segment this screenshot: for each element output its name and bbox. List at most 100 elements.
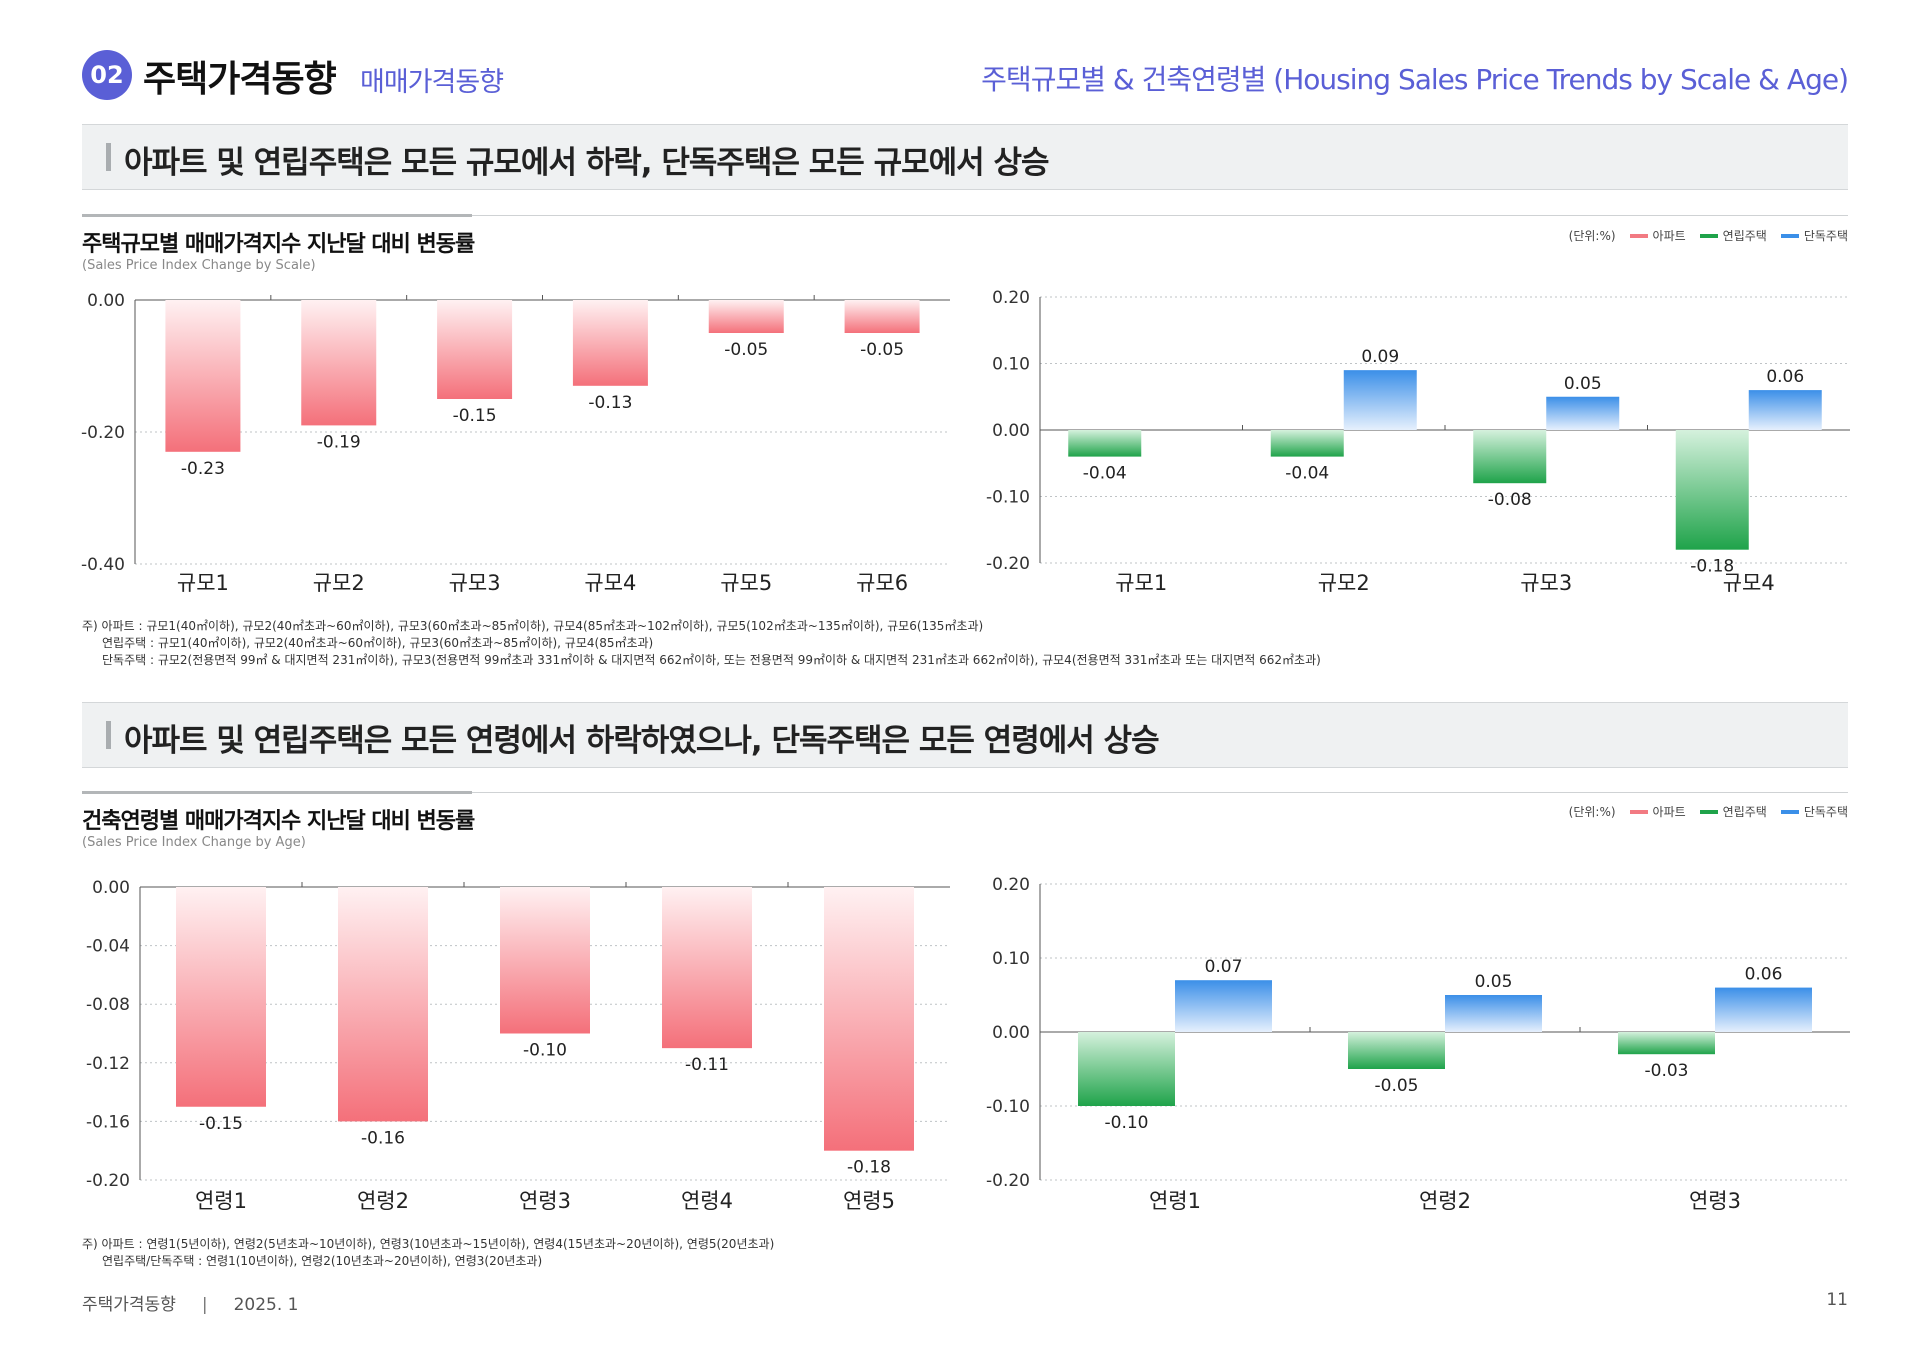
data-label: -0.05 [724, 340, 768, 360]
footer-separator: | [201, 1295, 208, 1315]
x-category-label: 연령3 [519, 1189, 571, 1213]
y-tick-label: 0.00 [87, 291, 125, 311]
legend-unit: (단위:%) [1568, 805, 1616, 819]
y-tick-label: 0.00 [992, 1023, 1030, 1043]
data-label: -0.19 [317, 432, 361, 452]
data-label: -0.08 [1488, 490, 1532, 510]
footnote-line: 주) 아파트 : 연령1(5년이하), 연령2(5년초과~10년이하), 연령3… [82, 1237, 775, 1251]
bar [1473, 430, 1547, 484]
headline-text-2: 아파트 및 연립주택은 모든 연령에서 하락하였으나, 단독주택은 모든 연령에… [124, 723, 1160, 759]
legend-label: 연립주택 [1722, 229, 1767, 243]
headline-banner-2: 아파트 및 연립주택은 모든 연령에서 하락하였으나, 단독주택은 모든 연령에… [82, 702, 1848, 768]
legend-label: 연립주택 [1722, 805, 1767, 819]
bar [301, 300, 377, 426]
legend-scale: (단위:%) 아파트 연립주택 단독주택 [1569, 227, 1848, 244]
x-category-label: 규모2 [1318, 571, 1370, 595]
section-divider-accent [82, 214, 472, 217]
data-label: -0.05 [1375, 1076, 1419, 1096]
section-number-badge: 02 [82, 50, 132, 100]
x-category-label: 연령4 [681, 1189, 733, 1213]
footer-date: 2025. 1 [233, 1295, 299, 1315]
y-tick-label: -0.12 [86, 1054, 130, 1074]
footnote-line: 연립주택 : 규모1(40㎡이하), 규모2(40㎡초과~60㎡이하), 규모3… [102, 636, 654, 650]
x-category-label: 규모4 [584, 571, 636, 595]
data-label: -0.05 [860, 340, 904, 360]
x-category-label: 규모1 [177, 571, 229, 595]
legend-age: (단위:%) 아파트 연립주택 단독주택 [1569, 803, 1848, 820]
bar [1343, 370, 1417, 430]
bar [500, 887, 590, 1034]
footnote-line: 연립주택/단독주택 : 연령1(10년이하), 연령2(10년초과~20년이하)… [102, 1254, 543, 1268]
bar [1445, 995, 1542, 1032]
y-tick-label: 0.10 [992, 355, 1030, 375]
chart-apartment-by-scale: 0.00 -0.20 -0.40 규모1 -0.23 규모2 -0.19 규모3 -0.15 규모… [81, 291, 950, 595]
data-label: 0.06 [1766, 367, 1804, 387]
x-category-label: 규모4 [1723, 571, 1775, 595]
data-label: 0.06 [1745, 965, 1783, 985]
data-label: -0.15 [453, 406, 497, 426]
section-title-right: 주택규모별 & 건축연령별 (Housing Sales Price Trend… [981, 63, 1849, 96]
legend-item-row-house: 연립주택 [1699, 803, 1767, 820]
footer-left: 주택가격동향 | 2025. 1 [82, 1290, 298, 1315]
legend-label: 단독주택 [1803, 229, 1848, 243]
data-label: -0.15 [199, 1114, 243, 1134]
legend-label: 아파트 [1652, 805, 1686, 819]
x-category-label: 규모6 [856, 571, 908, 595]
y-tick-label: -0.10 [986, 1097, 1030, 1117]
y-tick-label: -0.20 [81, 423, 125, 443]
x-category-label: 규모3 [1520, 571, 1572, 595]
data-label: -0.04 [1285, 464, 1329, 484]
bar [1068, 430, 1142, 457]
data-label: -0.03 [1645, 1061, 1689, 1081]
footer-title: 주택가격동향 [82, 1295, 176, 1315]
bar [1715, 987, 1812, 1032]
legend-swatch-row-house [1699, 233, 1718, 238]
chart-rowhouse-detached-by-scale: 0.20 0.10 0.00 -0.10 -0.20 규모1 -0.04 규모2 -0.04 0.… [986, 288, 1850, 595]
data-label: -0.16 [361, 1128, 405, 1148]
y-tick-label: -0.04 [86, 937, 130, 957]
legend-item-row-house: 연립주택 [1699, 227, 1767, 244]
x-category-label: 연령3 [1689, 1189, 1741, 1213]
bar [176, 887, 266, 1107]
banner-accent-bar [106, 721, 111, 749]
y-tick-label: -0.16 [86, 1112, 130, 1132]
data-label: 0.05 [1475, 972, 1513, 992]
data-label: -0.11 [685, 1055, 729, 1075]
y-tick-label: 0.20 [992, 288, 1030, 308]
chart-title-age: 건축연령별 매매가격지수 지난달 대비 변동률 [82, 809, 475, 834]
section-divider [82, 215, 1848, 216]
y-tick-label: -0.20 [986, 1171, 1030, 1191]
y-tick-label: 0.00 [992, 421, 1030, 441]
y-tick-label: 0.20 [992, 875, 1030, 895]
headline-banner-1: 아파트 및 연립주택은 모든 규모에서 하락, 단독주택은 모든 규모에서 상승 [82, 124, 1848, 190]
bar [338, 887, 428, 1122]
x-category-label: 연령2 [357, 1189, 409, 1213]
x-category-label: 연령1 [1149, 1189, 1201, 1213]
footnote-age: 주) 아파트 : 연령1(5년이하), 연령2(5년초과~10년이하), 연령3… [82, 1236, 774, 1270]
headline-text-1: 아파트 및 연립주택은 모든 규모에서 하락, 단독주택은 모든 규모에서 상승 [124, 145, 1050, 181]
bar [1270, 430, 1344, 457]
x-category-label: 규모2 [313, 571, 365, 595]
bar [662, 887, 752, 1049]
chart-subtitle-scale: (Sales Price Index Change by Scale) [82, 258, 316, 273]
footnote-line: 단독주택 : 규모2(전용면적 99㎡ & 대지면적 231㎡이하), 규모3(… [102, 653, 1321, 667]
chart-rowhouse-detached-by-age: 0.20 0.10 0.00 -0.10 -0.20 연령1 -0.10 0.07 연령2 -0.… [986, 875, 1850, 1213]
bar [1078, 1032, 1175, 1106]
data-label: 0.07 [1205, 957, 1243, 977]
bar [1546, 396, 1620, 430]
y-tick-label: -0.40 [81, 555, 125, 575]
bar [844, 300, 920, 333]
chart-apartment-by-age: 0.00 -0.04 -0.08 -0.12 -0.16 -0.20 연령1 -0.15 연령2… [86, 878, 950, 1213]
y-tick-label: -0.20 [986, 554, 1030, 574]
legend-item-detached: 단독주택 [1780, 227, 1848, 244]
bar [1175, 980, 1272, 1032]
bar [1618, 1032, 1715, 1055]
bar [572, 300, 648, 386]
footnote-line: 주) 아파트 : 규모1(40㎡이하), 규모2(40㎡초과~60㎡이하), 규… [82, 619, 984, 633]
x-category-label: 연령5 [843, 1189, 895, 1213]
legend-swatch-detached [1780, 233, 1799, 238]
bar [165, 300, 241, 452]
section-divider [82, 792, 1848, 793]
section-divider-accent [82, 791, 472, 794]
data-label: -0.18 [847, 1158, 891, 1178]
